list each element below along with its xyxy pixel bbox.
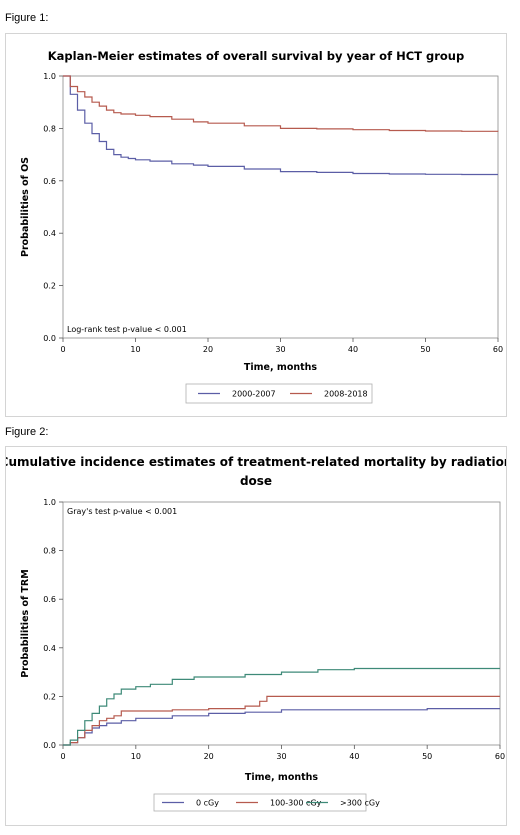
x-tick-label: 20: [204, 752, 214, 761]
x-tick-label: 40: [348, 345, 358, 354]
os-chart: Kaplan-Meier estimates of overall surviv…: [20, 49, 503, 404]
trm-chart: Cumulative incidence estimates of treatm…: [6, 455, 506, 812]
series-line: [63, 667, 500, 746]
y-tick-label: 0.2: [43, 282, 56, 291]
figure-1-label: Figure 1:: [5, 12, 49, 24]
y-tick-label: 1.0: [43, 72, 56, 81]
legend-label: 2000-2007: [232, 390, 276, 399]
y-tick-label: 0.4: [43, 644, 56, 653]
figure-1-panel: Kaplan-Meier estimates of overall surviv…: [5, 33, 507, 417]
figure-2-panel: Cumulative incidence estimates of treatm…: [5, 446, 507, 826]
x-tick-label: 0: [60, 752, 65, 761]
x-tick-label: 50: [420, 345, 430, 354]
plot-frame: [62, 75, 499, 339]
y-tick-label: 0.8: [43, 547, 56, 556]
x-tick-label: 10: [130, 345, 140, 354]
series-line: [63, 75, 499, 132]
x-tick-label: 20: [203, 345, 213, 354]
chart-title: Cumulative incidence estimates of treatm…: [6, 455, 506, 469]
x-tick-label: 60: [495, 752, 505, 761]
x-tick-label: 10: [131, 752, 141, 761]
x-tick-label: 30: [276, 752, 286, 761]
y-tick-label: 0.0: [43, 741, 56, 750]
x-tick-label: 60: [493, 345, 503, 354]
legend-label: >300 cGy: [340, 799, 380, 808]
x-axis-label: Time, months: [245, 772, 318, 783]
y-tick-label: 0.6: [43, 177, 56, 186]
series-line: [63, 708, 500, 746]
y-axis-label: Probabilities of TRM: [20, 569, 31, 677]
p-value-annotation: Log-rank test p-value < 0.001: [67, 325, 187, 334]
legend-box: [185, 383, 373, 404]
chart-title: Kaplan-Meier estimates of overall surviv…: [48, 49, 464, 63]
y-tick-label: 1.0: [43, 498, 56, 507]
legend-label: 100-300 cGy: [270, 799, 322, 808]
y-tick-label: 0.8: [43, 124, 56, 133]
x-tick-label: 50: [422, 752, 432, 761]
y-tick-label: 0.4: [43, 229, 56, 238]
series-line: [63, 695, 500, 746]
legend-box: [153, 793, 367, 812]
y-tick-label: 0.0: [43, 334, 56, 343]
legend-label: 0 cGy: [196, 799, 219, 808]
x-tick-label: 30: [275, 345, 285, 354]
x-tick-label: 40: [349, 752, 359, 761]
p-value-annotation: Gray's test p-value < 0.001: [67, 507, 177, 516]
y-tick-label: 0.6: [43, 595, 56, 604]
y-axis-label: Probabilities of OS: [20, 157, 31, 257]
chart-title: dose: [240, 474, 272, 488]
legend-label: 2008-2018: [324, 390, 368, 399]
x-axis-label: Time, months: [244, 362, 317, 373]
figure-2-label: Figure 2:: [5, 426, 49, 438]
y-tick-label: 0.2: [43, 692, 56, 701]
series-line: [63, 75, 498, 176]
x-tick-label: 0: [60, 345, 65, 354]
